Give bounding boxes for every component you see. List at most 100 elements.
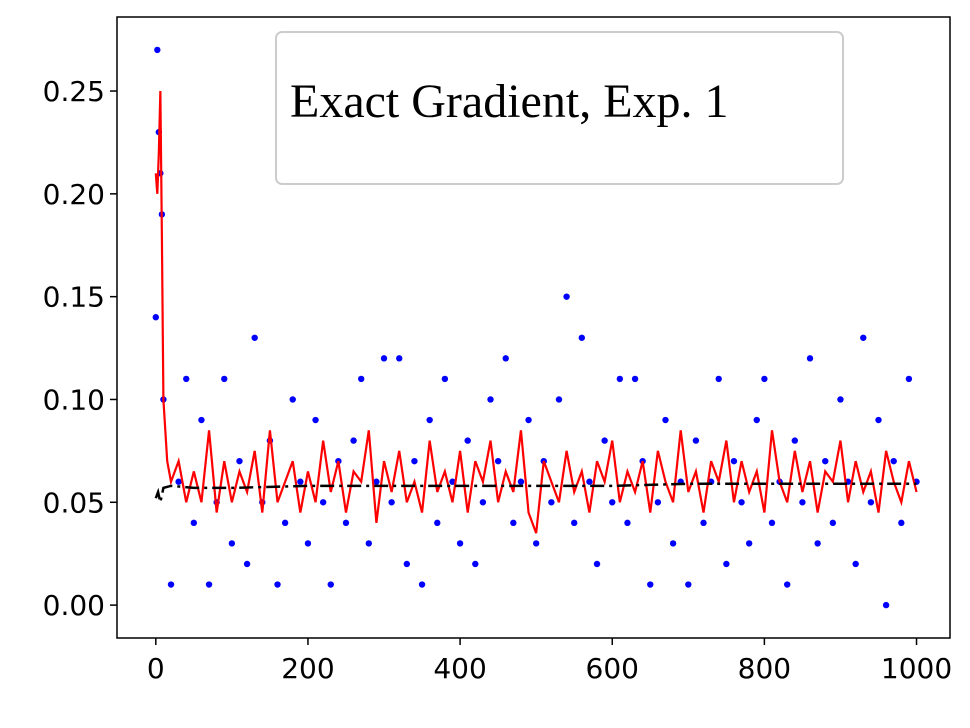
- scatter-point: [154, 46, 161, 54]
- legend-title: Exact Gradient, Exp. 1: [290, 75, 729, 128]
- scatter-point: [662, 416, 669, 424]
- scatter-point: [297, 478, 304, 485]
- scatter-point: [464, 437, 471, 444]
- y-tick-label: 0.05: [43, 486, 105, 519]
- scatter-point: [898, 519, 905, 527]
- scatter-point: [175, 478, 182, 485]
- scatter-point: [502, 355, 509, 362]
- plot-frame: [116, 16, 951, 639]
- scatter-point: [578, 334, 586, 341]
- scatter-point: [228, 540, 236, 547]
- scatter-point: [609, 499, 616, 506]
- scatter-point: [152, 314, 159, 321]
- scatter-point: [631, 375, 639, 383]
- scatter-point: [806, 355, 814, 362]
- scatter-point: [905, 375, 913, 383]
- y-tick-label: 0.00: [43, 589, 105, 622]
- scatter-point: [312, 416, 319, 424]
- scatter-point: [654, 499, 662, 506]
- y-tick-label: 0.25: [43, 75, 105, 108]
- scatter-point: [289, 396, 296, 403]
- scatter-point: [882, 601, 890, 609]
- scatter-point: [624, 519, 631, 527]
- scatter-point: [167, 581, 175, 588]
- scatter-point: [479, 499, 487, 506]
- scatter-point: [753, 416, 760, 424]
- y-tick-label: 0.15: [43, 281, 105, 314]
- scatter-point: [426, 416, 433, 424]
- scatter-point: [327, 581, 334, 588]
- scatter-point: [837, 396, 844, 403]
- scatter-point: [403, 560, 411, 568]
- scatter-point: [396, 355, 403, 362]
- scatter-point: [822, 457, 829, 465]
- scatter-point: [799, 499, 806, 506]
- scatter-point: [730, 457, 738, 465]
- scatter-point: [768, 519, 776, 527]
- scatter-point: [350, 437, 357, 444]
- scatter-point: [685, 581, 692, 588]
- scatter-point: [738, 499, 745, 506]
- scatter-point: [365, 540, 373, 547]
- scatter-point: [472, 560, 479, 568]
- scatter-point: [357, 375, 365, 383]
- scatter-point: [449, 478, 456, 485]
- scatter-point: [281, 519, 289, 527]
- scatter-point: [548, 499, 555, 506]
- y-tick-label: 0.20: [43, 178, 105, 211]
- scatter-point: [456, 540, 464, 547]
- x-tick-label: 800: [738, 652, 791, 685]
- scatter-point: [601, 437, 608, 444]
- scatter-point: [745, 540, 753, 547]
- scatter-point: [190, 519, 198, 527]
- scatter-point: [183, 375, 190, 383]
- scatter-point: [563, 293, 570, 300]
- scatter-point: [380, 355, 388, 362]
- scatter-point: [692, 437, 700, 444]
- scatter-point: [791, 437, 799, 444]
- scatter-point: [784, 581, 791, 588]
- scatter-point: [593, 560, 601, 568]
- scatter-point: [875, 416, 882, 424]
- scatter-point: [700, 519, 707, 527]
- scatter-point: [221, 375, 228, 383]
- scatter-point: [532, 540, 540, 547]
- scatter-point: [319, 499, 327, 506]
- scatter-point: [236, 457, 243, 465]
- scatter-point: [494, 457, 502, 465]
- scatter-point: [761, 375, 768, 383]
- x-tick-label: 0: [147, 652, 165, 685]
- scatter-point: [418, 581, 426, 588]
- scatter-point: [860, 334, 867, 341]
- scatter-point: [411, 457, 418, 465]
- scatter-point: [434, 519, 441, 527]
- scatter-point: [852, 560, 859, 568]
- x-tick-label: 1000: [881, 652, 952, 685]
- scatter-point: [517, 478, 525, 485]
- scatter-point: [510, 519, 517, 527]
- scatter-point: [441, 375, 449, 383]
- scatter-point: [814, 540, 821, 547]
- scatter-point: [243, 560, 251, 568]
- scatter-point: [388, 499, 395, 506]
- scatter-point: [274, 581, 281, 588]
- scatter-point: [251, 334, 258, 341]
- scatter-point: [373, 478, 380, 485]
- x-tick-label: 200: [281, 652, 334, 685]
- scatter-point: [570, 519, 578, 527]
- scatter-point: [205, 581, 213, 588]
- scatter-point: [867, 499, 875, 506]
- scatter-point: [890, 457, 897, 465]
- scatter-point: [304, 540, 312, 547]
- scatter-point: [647, 581, 654, 588]
- scatter-point: [198, 416, 205, 424]
- scatter-point: [555, 396, 563, 403]
- scatter-point: [616, 375, 624, 383]
- scatter-point: [487, 396, 494, 403]
- scatter-point: [586, 478, 593, 485]
- scatter-point: [723, 560, 730, 568]
- series-line: [154, 482, 917, 503]
- scatter-point: [669, 540, 677, 547]
- marks: [152, 46, 920, 609]
